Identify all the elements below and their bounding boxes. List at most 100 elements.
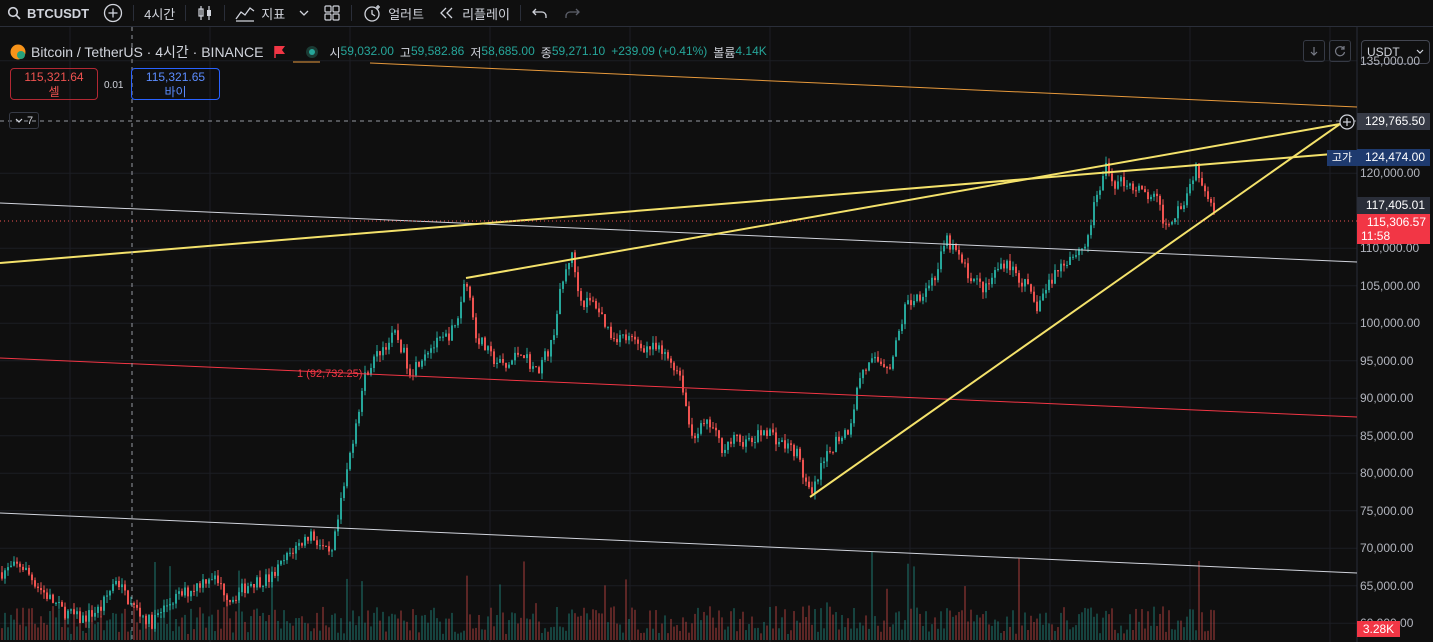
redo-button[interactable] — [556, 0, 588, 26]
candle-body — [715, 427, 717, 431]
volume-value: 4.14K — [735, 43, 767, 58]
volume-bar — [373, 612, 375, 640]
candle-body — [109, 590, 111, 596]
candle-body — [544, 351, 546, 360]
indicators-button[interactable]: 지표 — [228, 0, 292, 26]
volume-bar — [454, 631, 456, 640]
volume-bar — [607, 622, 609, 640]
candle-body — [664, 352, 666, 354]
candle-body — [865, 369, 867, 371]
volume-bar — [1168, 610, 1170, 640]
trendline-orange[interactable] — [369, 62, 1358, 108]
candle-body — [598, 308, 600, 313]
indicators-dropdown[interactable] — [292, 0, 316, 26]
top-toolbar: BTCUSDT 4시간 지표 얼러트 리플레이 — [0, 0, 1433, 27]
volume-bar — [706, 615, 708, 640]
volume-bar — [31, 608, 33, 640]
candle-body — [919, 294, 921, 301]
candle-body — [1147, 192, 1149, 200]
volume-bar — [1129, 614, 1131, 640]
candle-body — [1213, 202, 1215, 214]
symbol-search[interactable]: BTCUSDT — [0, 0, 96, 26]
trendline-yellow-upper[interactable] — [465, 123, 1341, 279]
fib-line[interactable] — [0, 357, 1358, 418]
last-price-value: 115,306.57 — [1366, 215, 1426, 229]
scroll-down-button[interactable] — [1303, 40, 1325, 62]
buy-button[interactable]: 115,321.65 바이 — [131, 68, 220, 100]
ohlc-values: 시 59,032.00 고 59,582.86 저 58,685.00 종 59,271… — [329, 44, 772, 61]
trendline-white-upper[interactable] — [0, 202, 1358, 263]
volume-bar — [133, 606, 135, 640]
candle-body — [775, 432, 777, 445]
undo-button[interactable] — [524, 0, 556, 26]
candle-body — [967, 263, 969, 279]
collapse-count: 7 — [26, 114, 34, 127]
currency-select[interactable]: USDT — [1361, 40, 1430, 64]
volume-bar — [121, 613, 123, 640]
candle-body — [295, 545, 297, 554]
volume-bar — [436, 618, 438, 640]
candle-body — [112, 584, 114, 591]
candle-body — [898, 331, 900, 341]
axis-tick-label: 135,000.00 — [1360, 53, 1421, 68]
volume-bar — [541, 632, 543, 640]
candle-body — [238, 592, 240, 601]
volume-bar — [775, 606, 777, 640]
interval-button[interactable]: 4시간 — [144, 6, 176, 22]
candle-body — [595, 301, 597, 309]
grid-layout-icon — [324, 5, 340, 21]
candle-body — [34, 580, 36, 587]
volume-bar — [1135, 608, 1137, 640]
volume-bar — [808, 605, 810, 640]
alert-button[interactable]: 얼러트 — [355, 0, 431, 26]
volume-bar — [1006, 616, 1008, 640]
volume-bar — [922, 625, 924, 640]
candle-body — [55, 602, 57, 604]
trendline-yellow-long[interactable] — [0, 151, 1358, 264]
volume-bar — [829, 606, 831, 640]
candle-body — [985, 283, 987, 293]
currency-label: USDT — [1367, 45, 1400, 59]
candle-body — [97, 606, 99, 613]
chart-grid — [0, 27, 1358, 642]
trendline-yellow-support[interactable] — [809, 123, 1341, 498]
candle-body — [838, 436, 840, 442]
candle-body — [115, 580, 117, 585]
volume-bar — [778, 628, 780, 640]
volume-bar — [580, 615, 582, 640]
candle-body — [550, 339, 552, 357]
candle-body — [40, 588, 42, 591]
reset-chart-button[interactable] — [1329, 40, 1351, 62]
volume-bar — [439, 621, 441, 640]
volume-bar — [1111, 608, 1113, 640]
replay-button[interactable]: 리플레이 — [431, 0, 517, 26]
candle-body — [175, 593, 177, 604]
volume-bar — [298, 618, 300, 640]
candle-body — [85, 615, 87, 622]
candle-body — [523, 355, 525, 359]
volume-bar — [970, 609, 972, 640]
candle-body — [16, 561, 18, 564]
volume-bar — [1210, 609, 1212, 640]
flag-icon[interactable] — [273, 45, 287, 59]
indicator-collapse-button[interactable]: 7 — [9, 112, 39, 129]
sell-button[interactable]: 115,321.64 셀 — [10, 68, 98, 100]
layouts-button[interactable] — [316, 0, 348, 26]
compare-button[interactable] — [96, 0, 130, 26]
candle-body — [463, 284, 465, 302]
candle-body — [910, 300, 912, 306]
volume-bar — [553, 626, 555, 640]
trendline-white-lower[interactable] — [0, 512, 1358, 574]
volume-bar — [898, 611, 900, 640]
candle-body — [106, 595, 108, 597]
volume-bar — [223, 607, 225, 640]
volume-bar — [1183, 627, 1185, 640]
candle-body — [835, 436, 837, 453]
volume-bar — [118, 631, 120, 640]
high-value: 59,582.86 — [410, 43, 465, 58]
candle-body — [670, 358, 672, 363]
price-chart[interactable] — [0, 27, 1433, 642]
candle-body — [781, 440, 783, 442]
volume-bar — [853, 608, 855, 640]
chart-type-button[interactable] — [189, 0, 221, 26]
